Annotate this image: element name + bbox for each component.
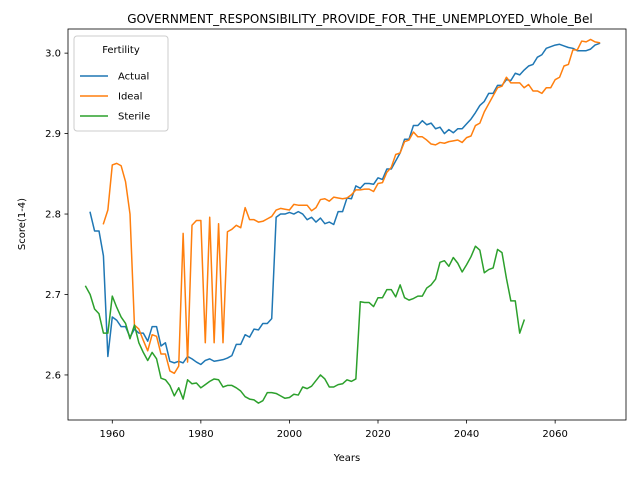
- y-tick-label: 2.7: [45, 290, 61, 301]
- chart-title: GOVERNMENT_RESPONSIBILITY_PROVIDE_FOR_TH…: [127, 12, 593, 26]
- x-tick-label: 2060: [542, 429, 567, 440]
- y-axis-label: Score(1-4): [17, 198, 28, 250]
- y-tick-label: 3.0: [45, 49, 61, 60]
- y-tick-label: 2.8: [45, 210, 61, 221]
- legend-label-actual: Actual: [118, 72, 149, 83]
- y-tick-label: 2.9: [45, 129, 61, 140]
- legend-label-sterile: Sterile: [118, 112, 150, 123]
- x-tick-label: 2020: [365, 429, 390, 440]
- series-line-actual: [89, 42, 601, 366]
- legend-box: [73, 35, 169, 132]
- x-axis-label: Years: [333, 453, 360, 464]
- x-tick-label: 2000: [277, 429, 302, 440]
- y-axis: 2.6 2.7 2.8 2.9 3.0: [45, 49, 68, 381]
- x-axis: 1960 1980 2000 2020 2040 2060: [100, 420, 568, 440]
- legend-title: Fertility: [102, 45, 140, 56]
- series-layer: [84, 38, 601, 404]
- legend: Fertility Actual Ideal Sterile: [73, 35, 169, 132]
- x-tick-label: 1980: [188, 429, 213, 440]
- x-tick-label: 2040: [454, 429, 479, 440]
- plot-frame: [67, 28, 627, 421]
- legend-entries: Actual Ideal Sterile: [80, 72, 150, 123]
- series-line-ideal: [102, 38, 601, 375]
- series-line-sterile: [84, 245, 526, 404]
- legend-label-ideal: Ideal: [118, 92, 142, 103]
- x-tick-label: 1960: [100, 429, 125, 440]
- y-tick-label: 2.6: [45, 370, 61, 381]
